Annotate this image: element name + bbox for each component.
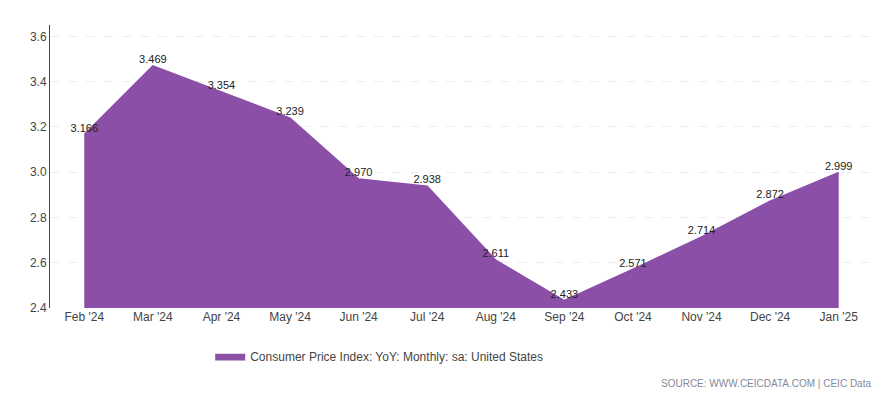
- svg-text:Jan '25: Jan '25: [820, 310, 859, 324]
- svg-text:Apr '24: Apr '24: [203, 310, 241, 324]
- svg-text:2.999: 2.999: [825, 160, 853, 172]
- svg-text:2.4: 2.4: [30, 301, 47, 315]
- svg-text:3.469: 3.469: [139, 53, 167, 65]
- svg-text:Consumer Price Index: YoY: Mon: Consumer Price Index: YoY: Monthly: sa: …: [250, 350, 543, 364]
- svg-text:Aug '24: Aug '24: [476, 310, 517, 324]
- svg-text:Jul '24: Jul '24: [410, 310, 445, 324]
- svg-text:3.0: 3.0: [30, 165, 47, 179]
- svg-text:3.166: 3.166: [71, 122, 99, 134]
- svg-text:2.8: 2.8: [30, 211, 47, 225]
- svg-text:SOURCE: WWW.CEICDATA.COM | CEI: SOURCE: WWW.CEICDATA.COM | CEIC Data: [661, 378, 871, 389]
- svg-text:3.239: 3.239: [276, 105, 304, 117]
- svg-text:Jun '24: Jun '24: [339, 310, 378, 324]
- svg-text:2.571: 2.571: [619, 257, 647, 269]
- svg-text:May '24: May '24: [269, 310, 311, 324]
- svg-text:Feb '24: Feb '24: [64, 310, 104, 324]
- svg-text:3.6: 3.6: [30, 30, 47, 44]
- svg-text:2.6: 2.6: [30, 256, 47, 270]
- svg-text:3.354: 3.354: [208, 79, 236, 91]
- svg-text:Nov '24: Nov '24: [681, 310, 722, 324]
- svg-text:3.4: 3.4: [30, 75, 47, 89]
- svg-text:3.2: 3.2: [30, 120, 47, 134]
- svg-text:2.970: 2.970: [345, 166, 373, 178]
- svg-text:Dec '24: Dec '24: [750, 310, 791, 324]
- svg-text:Mar '24: Mar '24: [133, 310, 173, 324]
- svg-text:2.872: 2.872: [756, 188, 784, 200]
- svg-text:2.611: 2.611: [482, 247, 509, 259]
- svg-text:2.433: 2.433: [551, 288, 579, 300]
- svg-text:Oct '24: Oct '24: [614, 310, 652, 324]
- svg-text:Sep '24: Sep '24: [544, 310, 585, 324]
- svg-text:2.714: 2.714: [688, 224, 716, 236]
- svg-text:2.938: 2.938: [413, 173, 441, 185]
